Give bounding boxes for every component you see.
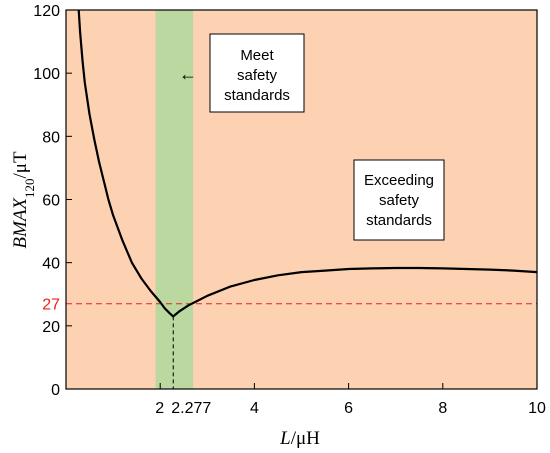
annotation-exceeding: Exceeding safety standards	[353, 159, 445, 241]
annotations: Meet safety standards ← Exceeding safety stand…	[179, 33, 445, 241]
annotation-text: Meet	[240, 47, 274, 64]
y-tick-label: 40	[42, 256, 60, 273]
annotation-text: safety	[379, 192, 420, 209]
annotation-arrow: ←	[179, 64, 197, 84]
threshold-line-group: 27	[42, 297, 537, 314]
x-tick-label: 8	[438, 400, 447, 417]
annotation-text: standards	[224, 87, 290, 104]
y-tick-label: 20	[42, 319, 60, 336]
y-tick-label: 0	[51, 382, 60, 399]
series-group	[77, 9, 538, 389]
y-tick-label: 100	[33, 66, 60, 83]
annotation-meet: Meet safety standards ←	[179, 33, 305, 113]
x-tick-label-optimum: 2.277	[171, 400, 211, 417]
x-tick-label: 6	[344, 400, 353, 417]
annotation-text: standards	[366, 212, 432, 229]
annotation-text: Exceeding	[364, 172, 434, 189]
x-tick-label: 4	[250, 400, 259, 417]
annotation-text: safety	[237, 67, 278, 84]
threshold-label: 27	[42, 297, 60, 314]
series-line-0	[77, 9, 538, 318]
x-tick-label: 10	[528, 400, 546, 417]
y-tick-label: 120	[33, 3, 60, 20]
x-tick-label: 2	[155, 400, 164, 417]
x-axis-title: L/μH	[279, 428, 320, 449]
axes: 0 20 40 60 80 100 120 2 4 6 8 10 2.277	[33, 3, 546, 417]
annotation-box	[209, 33, 305, 113]
y-tick-label: 60	[42, 193, 60, 210]
annotation-box	[353, 159, 445, 241]
y-tick-label: 80	[42, 129, 60, 146]
region-meet	[155, 10, 194, 389]
y-axis-title: BMAX120/μT	[10, 151, 37, 249]
